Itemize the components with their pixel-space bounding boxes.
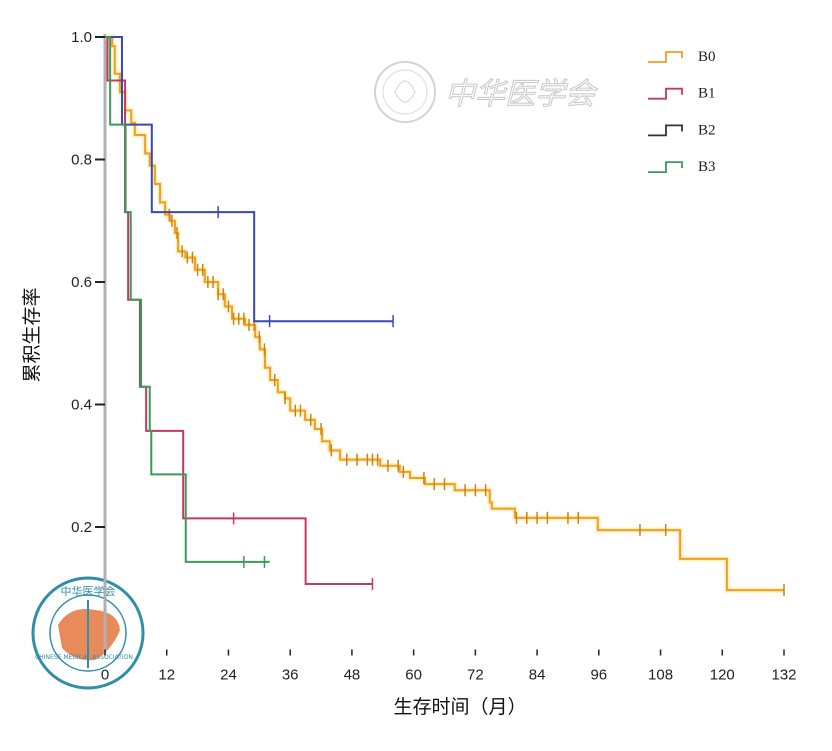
x-tick-label: 0 xyxy=(101,667,109,684)
legend-item-b0: B0 xyxy=(648,49,716,65)
x-tick-label: 24 xyxy=(220,667,237,684)
axes: 0.2 0.4 0.6 0.8 1.0 0 12 24 36 48 60 72 84 96 108 120 13… xyxy=(21,29,797,718)
x-axis-title: 生存时间（月） xyxy=(393,696,526,718)
legend-item-b1: B1 xyxy=(648,86,716,102)
y-axis-title: 累积生存率 xyxy=(21,287,43,382)
legend-item-b3: B3 xyxy=(648,159,716,175)
series-group xyxy=(105,34,785,597)
x-tick-label: 12 xyxy=(158,667,175,684)
x-tick-label: 96 xyxy=(590,667,607,684)
km-curve-b3 xyxy=(105,36,270,563)
legend-swatch-icon xyxy=(648,161,683,173)
y-tick-label: 0.2 xyxy=(71,519,92,536)
y-tick-label: 1.0 xyxy=(71,29,92,46)
x-tick-label: 132 xyxy=(771,667,796,684)
legend: B0 B1 B2 B3 xyxy=(648,49,716,175)
x-tick-label: 72 xyxy=(467,667,484,684)
legend-label: B0 xyxy=(698,49,716,65)
series-b2 xyxy=(105,36,394,328)
legend-swatch-icon xyxy=(648,51,683,63)
legend-swatch-icon xyxy=(648,124,683,137)
logo-text-cn: 中华医学会 xyxy=(61,584,116,598)
series-glow xyxy=(105,34,784,593)
legend-label: B2 xyxy=(698,122,716,138)
km-curve-b0 xyxy=(105,36,784,592)
watermark-text: 中华医学会 xyxy=(445,77,598,112)
legend-label: B3 xyxy=(698,159,716,175)
x-tick-label: 48 xyxy=(344,667,361,684)
watermark: 中华医学会 xyxy=(374,61,598,123)
km-curve-b2 xyxy=(105,36,394,323)
y-tick-label: 0.6 xyxy=(71,274,92,291)
series-b1 xyxy=(105,36,374,590)
x-tick-label: 84 xyxy=(529,667,546,684)
logo-text-en: CHINESE MEDICAL ASSOCIATION xyxy=(35,654,133,661)
cma-logo-icon: 中华医学会 CHINESE MEDICAL ASSOCIATION xyxy=(31,576,145,690)
legend-swatch-icon xyxy=(648,87,683,100)
legend-item-b2: B2 xyxy=(648,122,716,138)
series-b0 xyxy=(105,34,785,597)
x-tick-label: 120 xyxy=(710,667,735,684)
y-tick-label: 0.8 xyxy=(71,152,92,169)
legend-label: B1 xyxy=(698,86,716,102)
x-tick-label: 36 xyxy=(282,667,299,684)
x-tick-label: 60 xyxy=(405,667,422,684)
y-tick-label: 0.4 xyxy=(71,397,92,414)
x-tick-label: 108 xyxy=(648,667,673,684)
series-b3 xyxy=(105,36,270,568)
km-curve-b1 xyxy=(105,36,373,585)
watermark-seal-icon xyxy=(374,61,436,123)
